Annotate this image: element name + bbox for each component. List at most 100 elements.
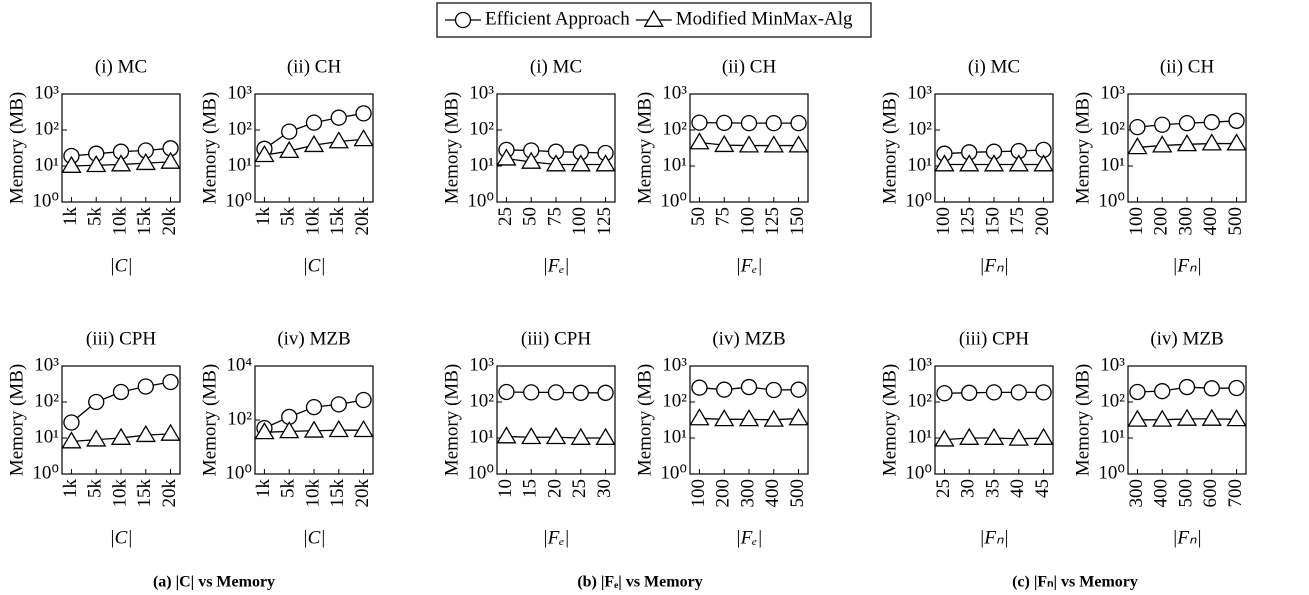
y-tick-label: 10⁴ xyxy=(226,354,252,375)
y-tick-label: 10² xyxy=(34,118,59,139)
x-tick-label: 15 xyxy=(520,479,541,498)
x-tick-label: 200 xyxy=(1151,207,1172,236)
marker xyxy=(1203,380,1220,397)
x-axis-label: |Fₑ| xyxy=(542,527,569,548)
x-tick-label: 75 xyxy=(713,207,734,226)
y-tick-label: 10¹ xyxy=(662,154,687,175)
x-tick-label: 15k xyxy=(327,479,348,508)
x-tick-label: 1k xyxy=(60,479,81,499)
marker xyxy=(738,409,760,427)
marker xyxy=(86,154,107,173)
y-tick-label: 10¹ xyxy=(469,426,494,447)
x-tick-label: 400 xyxy=(762,479,783,508)
marker xyxy=(959,154,980,172)
x-tick-label: 5k xyxy=(278,479,299,499)
marker xyxy=(330,396,347,413)
marker xyxy=(355,391,372,409)
marker xyxy=(763,135,784,153)
caption: (b) |Fₑ| vs Memory xyxy=(577,574,702,591)
x-tick-label: 500 xyxy=(787,479,808,508)
marker xyxy=(1008,154,1029,172)
x-axis-label: |C| xyxy=(109,527,132,548)
y-tick-label: 10⁰ xyxy=(660,462,687,483)
marker xyxy=(305,114,323,131)
x-tick-label: 300 xyxy=(1175,207,1196,236)
y-tick-label: 10¹ xyxy=(227,154,252,175)
x-tick-label: 300 xyxy=(1126,479,1147,508)
marker xyxy=(61,155,82,173)
chart-title: (ii) CH xyxy=(1160,56,1215,77)
marker xyxy=(790,381,807,398)
marker xyxy=(1035,384,1052,401)
marker xyxy=(983,427,1005,445)
marker xyxy=(137,378,154,395)
marker xyxy=(1201,408,1222,426)
x-axis-label: |Fₑ| xyxy=(542,255,569,276)
chart-title: (ii) CH xyxy=(287,56,342,77)
y-tick-label: 10³ xyxy=(907,354,932,375)
y-tick-label: 10⁰ xyxy=(32,462,59,483)
y-tick-label: 10³ xyxy=(34,82,59,103)
x-axis-label: |Fₑ| xyxy=(735,255,762,276)
marker xyxy=(254,422,275,440)
marker xyxy=(597,384,614,401)
plot-frame xyxy=(61,365,181,475)
marker xyxy=(545,426,567,445)
y-axis-label: Memory (MB) xyxy=(1072,364,1093,476)
y-tick-label: 10⁰ xyxy=(1098,462,1125,483)
y-tick-label: 10⁰ xyxy=(905,462,932,483)
marker xyxy=(936,385,953,402)
x-tick-label: 150 xyxy=(982,207,1003,236)
x-tick-label: 25 xyxy=(495,207,516,226)
x-tick-label: 1k xyxy=(60,207,81,227)
y-tick-label: 10² xyxy=(469,390,494,411)
marker xyxy=(545,154,567,172)
legend-label: Efficient Approach xyxy=(485,8,630,29)
x-tick-label: 100 xyxy=(933,207,954,236)
x-axis-label: |Fₙ| xyxy=(1172,255,1202,276)
y-axis-label: Memory (MB) xyxy=(634,92,655,204)
marker xyxy=(1008,428,1029,446)
x-tick-label: 50 xyxy=(688,207,709,226)
y-tick-label: 10³ xyxy=(1100,354,1125,375)
x-tick-label: 125 xyxy=(762,207,783,236)
x-axis-label: |C| xyxy=(109,255,132,276)
chart-title: (iii) CPH xyxy=(959,328,1029,349)
x-tick-label: 5k xyxy=(85,479,106,499)
y-tick-label: 10⁰ xyxy=(905,190,932,211)
x-tick-label: 150 xyxy=(787,207,808,236)
marker xyxy=(570,427,591,445)
x-axis-label: |Fₑ| xyxy=(735,527,762,548)
marker xyxy=(788,135,809,153)
y-axis-label: Memory (MB) xyxy=(199,92,220,204)
marker xyxy=(521,426,542,445)
marker xyxy=(788,408,809,426)
y-axis-label: Memory (MB) xyxy=(1072,92,1093,204)
x-tick-label: 35 xyxy=(982,479,1003,498)
x-tick-label: 15k xyxy=(134,479,155,508)
marker xyxy=(1228,379,1245,397)
x-axis-label: |Fₙ| xyxy=(979,527,1009,548)
y-tick-label: 10³ xyxy=(907,82,932,103)
marker xyxy=(985,384,1003,401)
marker xyxy=(714,134,735,153)
marker xyxy=(1178,378,1196,396)
chart-title: (iv) MZB xyxy=(712,328,785,349)
x-tick-label: 20k xyxy=(159,479,180,508)
y-tick-label: 10¹ xyxy=(907,426,932,447)
y-axis-label: Memory (MB) xyxy=(879,364,900,476)
x-tick-label: 75 xyxy=(544,207,565,226)
x-tick-label: 30 xyxy=(594,479,615,498)
marker xyxy=(135,424,156,443)
marker xyxy=(496,148,517,166)
marker xyxy=(1176,408,1198,426)
marker xyxy=(254,144,275,163)
marker xyxy=(1178,114,1196,132)
x-tick-label: 20 xyxy=(544,479,565,498)
marker xyxy=(570,154,591,172)
x-tick-label: 300 xyxy=(737,479,758,508)
chart-title: (ii) CH xyxy=(722,56,777,77)
marker xyxy=(961,384,978,401)
marker xyxy=(523,384,540,401)
